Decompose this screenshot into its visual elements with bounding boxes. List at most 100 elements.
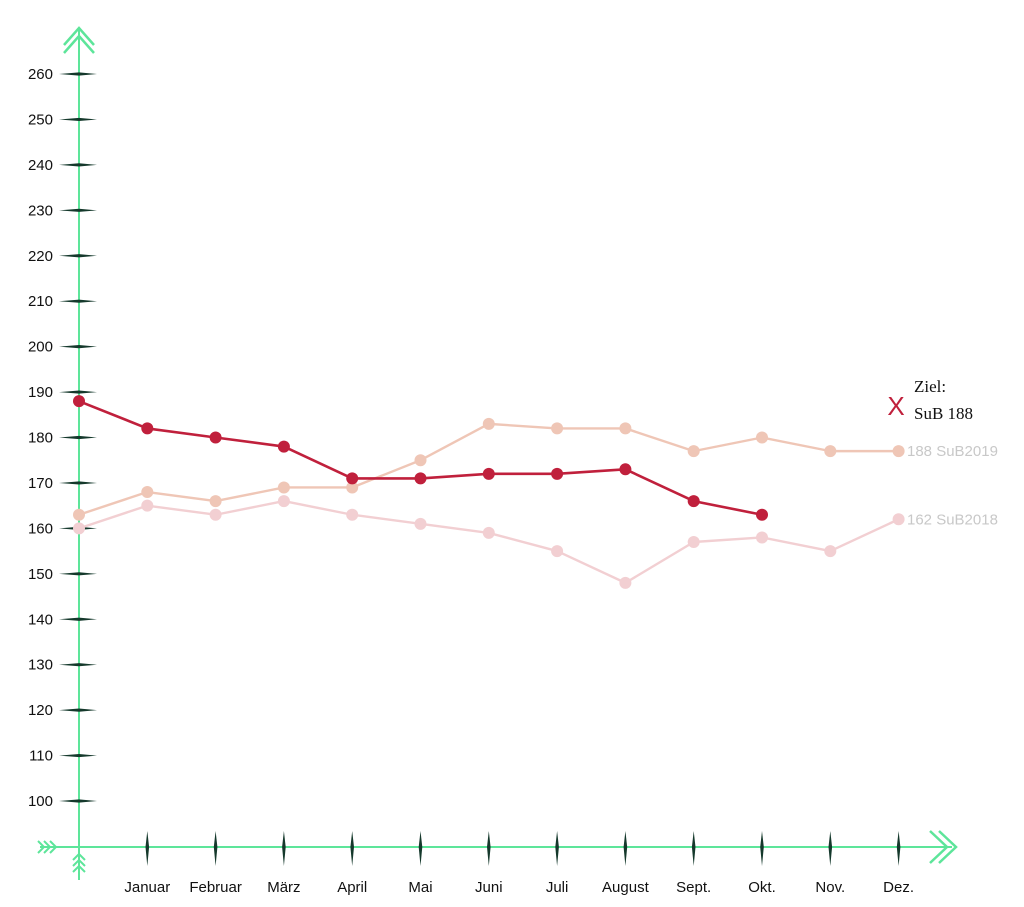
y-tick-mark (59, 254, 97, 258)
x-tick-label: April (337, 879, 367, 896)
data-point (551, 422, 564, 435)
x-tick-mark (623, 831, 628, 866)
y-tick: 190 (28, 384, 97, 401)
data-point (892, 445, 905, 458)
y-tick-label: 190 (28, 384, 53, 401)
y-tick-label: 230 (28, 202, 53, 219)
x-tick-label: Januar (124, 879, 170, 896)
data-point (756, 431, 768, 444)
data-point (414, 454, 427, 467)
y-tick: 240 (28, 157, 97, 174)
data-point (482, 417, 495, 430)
y-axis-arrow-icon (63, 26, 95, 54)
y-tick: 220 (28, 248, 97, 265)
x-tick: Sept. (676, 831, 711, 896)
y-tick-mark (59, 345, 97, 349)
data-point (687, 445, 700, 458)
series-end-labels: 162 SuB2018 188 SuB2019 (907, 443, 998, 528)
data-point (551, 467, 564, 480)
series-sub2019 (73, 417, 905, 521)
goal-label-line2: SuB 188 (914, 404, 973, 423)
x-tick-label: Juli (546, 879, 569, 896)
end-label-sub2019: 188 SuB2019 (907, 443, 998, 460)
x-tick-label: Okt. (748, 879, 776, 896)
x-tick-label: Sept. (676, 879, 711, 896)
x-tick: März (267, 831, 301, 896)
y-tick-label: 180 (28, 430, 53, 447)
x-axis-fletching-icon (37, 840, 58, 854)
x-tick-label: Februar (189, 879, 242, 896)
y-tick-label: 160 (28, 520, 53, 537)
y-tick: 200 (28, 339, 97, 356)
y-tick: 180 (28, 430, 97, 447)
x-tick: Nov. (815, 831, 845, 896)
data-point (482, 467, 495, 480)
y-tick: 130 (28, 657, 97, 674)
data-point (73, 395, 85, 408)
y-tick-mark (59, 435, 97, 440)
y-tick-label: 150 (28, 566, 53, 583)
data-point (482, 526, 495, 539)
y-tick-mark (59, 708, 97, 712)
x-tick-label: Juni (475, 879, 503, 896)
data-point (277, 440, 290, 453)
x-axis-arrow-icon (929, 830, 958, 864)
y-tick: 160 (28, 520, 97, 537)
y-tick-label: 110 (29, 748, 53, 765)
data-point (687, 536, 700, 549)
data-point (619, 576, 632, 589)
data-point (73, 522, 85, 535)
axes (37, 26, 958, 880)
y-tick: 150 (28, 566, 97, 583)
y-tick-label: 240 (28, 157, 53, 174)
x-tick-label: August (602, 879, 650, 896)
data-point (277, 495, 290, 508)
y-tick-mark (59, 481, 97, 485)
data-point (824, 545, 837, 558)
x-tick-mark (418, 831, 423, 866)
y-tick: 230 (28, 202, 97, 219)
y-tick-label: 170 (28, 475, 53, 492)
y-tick: 140 (28, 611, 97, 628)
data-point (141, 499, 154, 512)
x-tick-label: Mai (408, 879, 432, 896)
goal-marker: X (887, 391, 904, 421)
data-point (687, 495, 700, 508)
x-tick-mark (896, 831, 901, 866)
x-tick-mark (555, 831, 559, 866)
data-point (73, 508, 85, 521)
data-point (619, 422, 632, 435)
x-tick: Januar (124, 831, 170, 896)
y-tick-label: 130 (28, 657, 53, 674)
y-tick-mark (59, 572, 97, 576)
y-tick-mark (59, 390, 97, 394)
data-point (756, 508, 768, 521)
data-point (141, 486, 154, 499)
y-tick: 260 (28, 66, 97, 83)
x-tick: April (337, 831, 367, 896)
y-tick-mark (59, 753, 97, 758)
data-point (141, 422, 154, 435)
data-point (414, 472, 427, 485)
x-tick-mark (145, 831, 150, 866)
y-tick-label: 120 (28, 702, 53, 719)
x-tick-mark (691, 831, 696, 866)
y-tick-mark (59, 163, 97, 167)
data-point (209, 431, 222, 444)
x-tick-mark (487, 831, 491, 866)
y-tick-label: 100 (28, 793, 53, 810)
data-point (346, 481, 359, 494)
y-tick-label: 220 (28, 248, 53, 265)
y-tick-mark (59, 617, 97, 621)
goal-annotation: X Ziel: SuB 188 (887, 377, 973, 423)
y-tick-mark (59, 299, 97, 303)
x-tick-label: März (267, 879, 300, 896)
data-point (824, 445, 837, 458)
data-point (346, 472, 359, 485)
data-point (619, 463, 632, 476)
end-label-sub2018: 162 SuB2018 (907, 511, 998, 528)
data-point (277, 481, 290, 494)
x-tick: Okt. (748, 831, 776, 896)
y-tick: 250 (28, 111, 97, 128)
y-tick-mark (59, 208, 97, 212)
